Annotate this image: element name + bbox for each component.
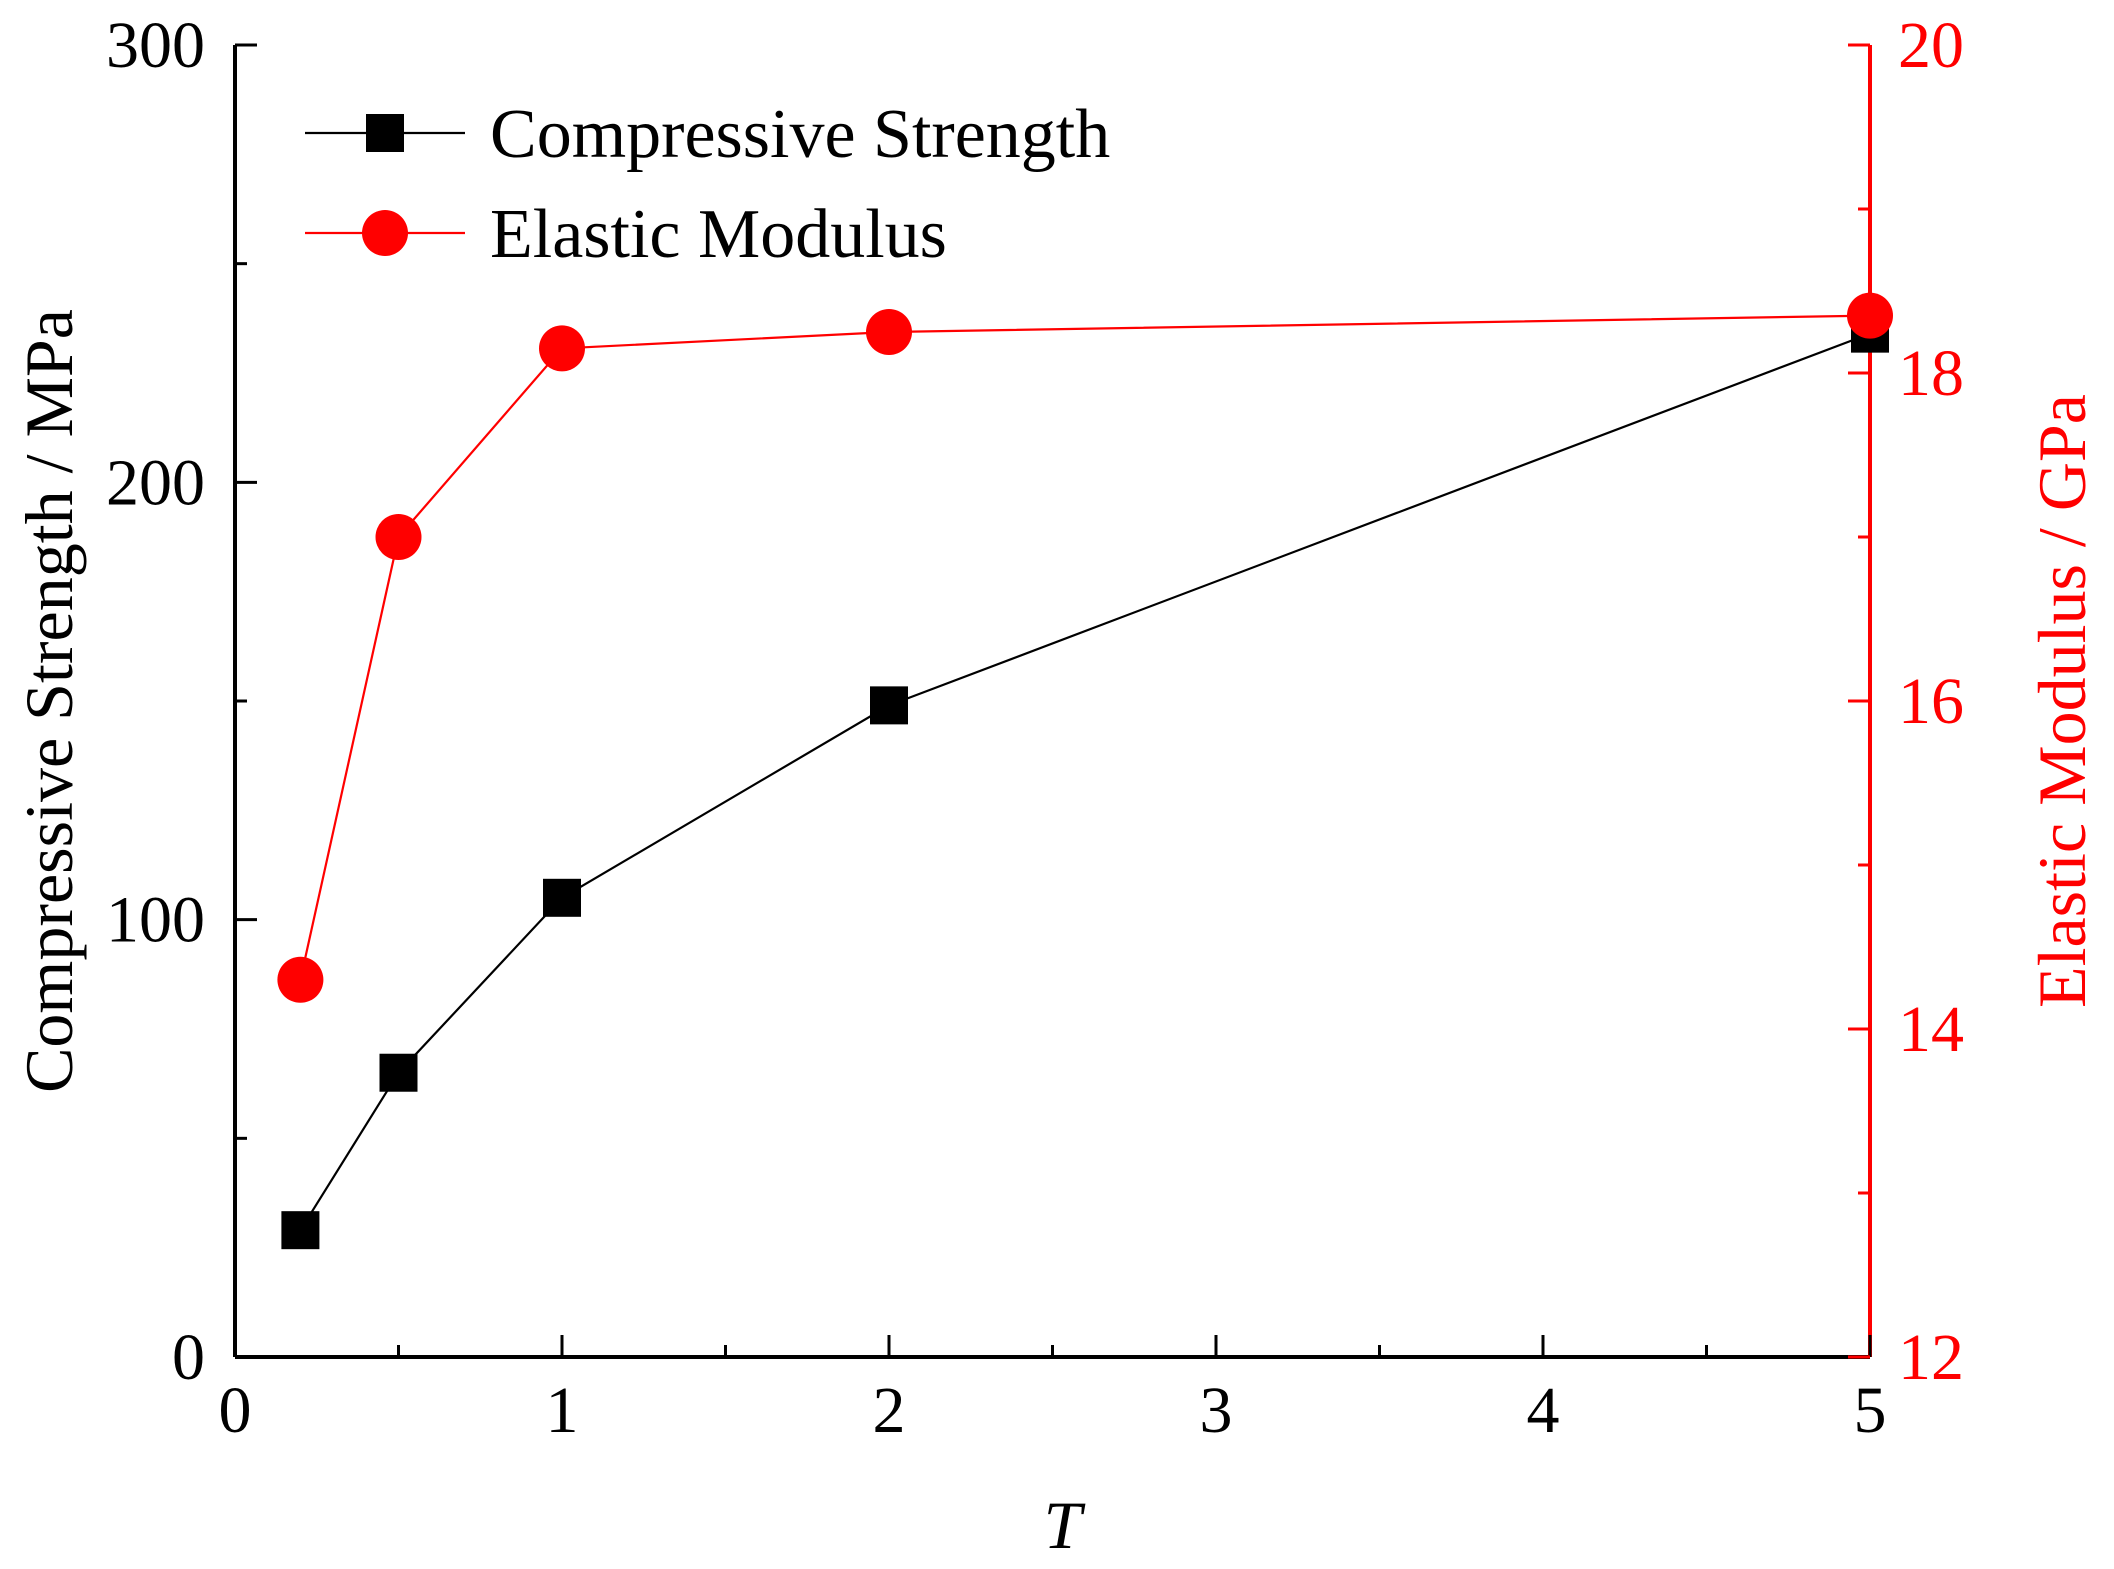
data-point-square bbox=[870, 686, 908, 725]
right-y-tick-label: 20 bbox=[1898, 9, 1964, 82]
data-point-circle bbox=[1847, 292, 1893, 339]
series-elastic-modulus bbox=[277, 292, 1893, 1003]
left-y-tick-label: 300 bbox=[106, 9, 205, 82]
series-line bbox=[299, 332, 1871, 1231]
data-point-circle bbox=[375, 514, 422, 560]
plot-series bbox=[277, 292, 1893, 1250]
x-tick-label: 3 bbox=[1200, 1374, 1233, 1447]
data-point-circle bbox=[277, 956, 324, 1003]
legend-label: Compressive Strength bbox=[490, 96, 1110, 173]
x-axis-title: T bbox=[1044, 1487, 1086, 1563]
x-tick-label: 2 bbox=[873, 1374, 906, 1447]
series-line bbox=[299, 314, 1871, 981]
right-y-tick-label: 18 bbox=[1898, 337, 1964, 410]
data-point-square bbox=[543, 878, 581, 917]
x-tick-label: 0 bbox=[219, 1374, 252, 1447]
legend-entry: Elastic Modulus bbox=[305, 196, 947, 273]
left-y-axis-title: Compressive Strength / MPa bbox=[11, 309, 87, 1093]
data-point-square bbox=[379, 1053, 418, 1092]
right-y-axis-title: Elastic Modulus / GPa bbox=[2024, 394, 2100, 1008]
legend-label: Elastic Modulus bbox=[490, 196, 947, 273]
legend: Compressive Strength Elastic Modulus bbox=[305, 96, 1110, 273]
legend-entry: Compressive Strength bbox=[305, 96, 1110, 173]
data-point-circle bbox=[539, 325, 585, 372]
right-y-tick-label: 12 bbox=[1898, 1321, 1964, 1394]
x-tick-label: 1 bbox=[546, 1374, 579, 1447]
left-y-tick-label: 100 bbox=[106, 884, 205, 957]
data-point-circle bbox=[866, 309, 912, 355]
x-tick-label: 4 bbox=[1527, 1374, 1560, 1447]
legend-square-marker bbox=[366, 114, 404, 152]
left-y-tick-label: 200 bbox=[106, 446, 205, 519]
right-y-tick-label: 16 bbox=[1898, 665, 1964, 738]
data-point-square bbox=[281, 1211, 320, 1250]
left-y-tick-label: 0 bbox=[172, 1321, 205, 1394]
legend-circle-marker bbox=[362, 210, 408, 256]
series-compressive-strength bbox=[281, 314, 1889, 1250]
right-y-tick-label: 14 bbox=[1898, 993, 1964, 1066]
x-tick-label: 5 bbox=[1854, 1374, 1887, 1447]
